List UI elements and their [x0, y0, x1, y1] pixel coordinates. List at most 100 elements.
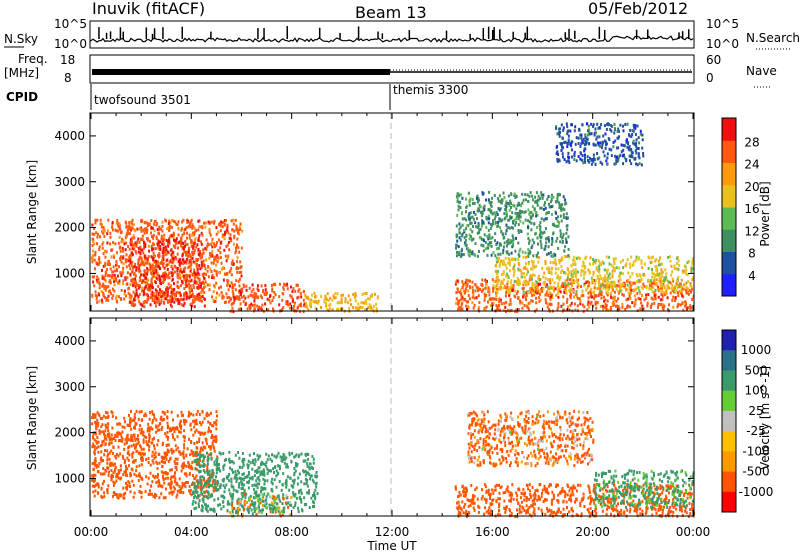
heatmap-cell [562, 270, 565, 274]
heatmap-cell [297, 305, 299, 309]
heatmap-cell [677, 267, 680, 271]
heatmap-cell [302, 310, 305, 314]
heatmap-cell [539, 206, 542, 210]
heatmap-cell [212, 439, 215, 443]
heatmap-cell [670, 287, 673, 291]
heatmap-cell [298, 288, 301, 292]
heatmap-cell [657, 306, 659, 309]
heatmap-cell [561, 142, 563, 146]
heatmap-cell [500, 298, 502, 302]
heatmap-cell [124, 236, 127, 240]
heatmap-cell [552, 288, 555, 292]
heatmap-cell [156, 273, 159, 277]
heatmap-cell [164, 454, 167, 457]
heatmap-cell [562, 216, 565, 219]
heatmap-cell [472, 289, 474, 293]
heatmap-cell [513, 294, 516, 298]
heatmap-cell [116, 495, 119, 499]
heatmap-cell [594, 282, 597, 286]
heatmap-cell [547, 238, 550, 242]
heatmap-cell [235, 266, 238, 270]
heatmap-cell [578, 127, 581, 131]
heatmap-cell [611, 301, 614, 305]
heatmap-cell [522, 295, 524, 299]
heatmap-cell [144, 300, 147, 303]
heatmap-cell [500, 230, 503, 234]
heatmap-cell [483, 208, 486, 212]
heatmap-cell [465, 243, 468, 247]
heatmap-cell [662, 307, 665, 311]
heatmap-cell [571, 148, 573, 152]
heatmap-cell [464, 283, 467, 287]
heatmap-cell [555, 239, 558, 243]
heatmap-cell [479, 205, 482, 209]
heatmap-cell [570, 264, 573, 268]
heatmap-cell [189, 488, 192, 492]
heatmap-cell [681, 269, 684, 273]
heatmap-cell [633, 157, 636, 161]
heatmap-cell [119, 432, 122, 436]
heatmap-cell [630, 288, 633, 292]
heatmap-cell [650, 302, 653, 306]
heatmap-cell [116, 223, 119, 227]
heatmap-cell [181, 462, 184, 466]
heatmap-cell [607, 274, 610, 278]
heatmap-cell [257, 284, 259, 288]
heatmap-cell [513, 204, 516, 208]
heatmap-cell [584, 147, 587, 151]
heatmap-cell [661, 274, 664, 278]
heatmap-cell [320, 306, 322, 309]
heatmap-cell [533, 293, 536, 297]
heatmap-cell [507, 291, 510, 294]
heatmap-cell [194, 261, 197, 265]
heatmap-cell [213, 449, 216, 453]
heatmap-cell [465, 300, 468, 304]
heatmap-cell [530, 246, 533, 250]
heatmap-cell [220, 267, 223, 271]
heatmap-cell [495, 247, 498, 251]
heatmap-cell [208, 481, 211, 485]
heatmap-cell [577, 136, 580, 140]
heatmap-cell [317, 299, 320, 303]
heatmap-cell [232, 242, 235, 246]
heatmap-cell [315, 300, 318, 304]
heatmap-cell [123, 459, 126, 463]
heatmap-cell [137, 478, 140, 482]
heatmap-cell [153, 416, 156, 420]
heatmap-cell [117, 496, 120, 500]
heatmap-cell [660, 268, 663, 272]
heatmap-cell [110, 473, 113, 477]
heatmap-cell [195, 413, 198, 416]
heatmap-cell [521, 306, 524, 310]
heatmap-cell [167, 443, 169, 447]
heatmap-cell [140, 410, 143, 413]
nsky-tick-high-left: 10^5 [54, 17, 87, 31]
heatmap-cell [171, 259, 174, 263]
heatmap-cell [228, 488, 231, 492]
heatmap-cell [180, 303, 183, 307]
heatmap-cell [128, 424, 130, 427]
heatmap-cell [189, 466, 192, 470]
heatmap-cell [181, 483, 184, 487]
heatmap-cell [158, 461, 161, 465]
heatmap-cell [170, 253, 173, 257]
heatmap-cell [125, 265, 128, 269]
heatmap-cell [510, 193, 513, 196]
heatmap-cell [684, 300, 687, 304]
heatmap-cell [502, 262, 504, 266]
heatmap-cell [470, 211, 473, 215]
heatmap-cell [587, 268, 590, 272]
heatmap-cell [113, 289, 116, 293]
heatmap-cell [645, 286, 648, 290]
heatmap-cell [659, 283, 662, 287]
heatmap-cell [118, 235, 121, 239]
heatmap-cell [186, 257, 189, 261]
heatmap-cell [525, 294, 528, 298]
heatmap-cell [97, 491, 100, 495]
heatmap-cell [528, 249, 531, 253]
heatmap-cell [224, 273, 227, 276]
heatmap-cell [226, 296, 229, 300]
heatmap-cell [167, 459, 170, 463]
heatmap-cell [107, 259, 110, 263]
heatmap-cell [176, 489, 179, 493]
